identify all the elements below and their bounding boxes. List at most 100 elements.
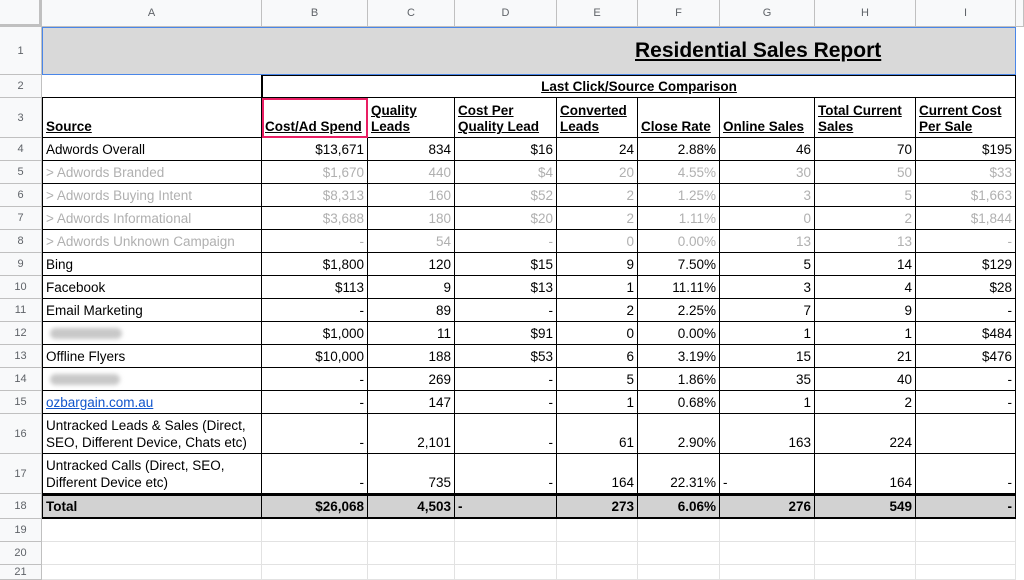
value-cell[interactable]: 2.25% — [638, 299, 720, 322]
value-cell[interactable]: $16 — [455, 138, 557, 161]
value-cell[interactable]: 20 — [557, 161, 638, 184]
column-header-e[interactable]: E — [557, 0, 638, 27]
value-cell[interactable]: 735 — [368, 454, 455, 494]
cell-a2[interactable] — [42, 75, 262, 98]
column-header-f[interactable]: F — [638, 0, 720, 27]
value-cell[interactable]: - — [455, 230, 557, 253]
value-cell[interactable]: 269 — [368, 368, 455, 391]
value-cell[interactable]: 89 — [368, 299, 455, 322]
row-header-9[interactable]: 9 — [0, 253, 42, 276]
row-header-2[interactable]: 2 — [0, 75, 42, 98]
row-header-8[interactable]: 8 — [0, 230, 42, 253]
empty-cell[interactable] — [815, 542, 916, 565]
value-cell[interactable]: 9 — [368, 276, 455, 299]
header-online-sales[interactable]: Online Sales — [720, 98, 815, 138]
empty-cell[interactable] — [720, 542, 815, 565]
source-cell[interactable]: > Adwords Informational — [42, 207, 262, 230]
value-cell[interactable]: - — [262, 230, 368, 253]
value-cell[interactable]: - — [455, 414, 557, 454]
source-cell[interactable]: > Adwords Branded — [42, 161, 262, 184]
value-cell[interactable]: 6 — [557, 345, 638, 368]
source-cell[interactable]: Email Marketing — [42, 299, 262, 322]
value-cell[interactable]: 163 — [720, 414, 815, 454]
empty-cell[interactable] — [720, 565, 815, 580]
row-header-13[interactable]: 13 — [0, 345, 42, 368]
value-cell[interactable]: 13 — [720, 230, 815, 253]
value-cell[interactable]: 22.31% — [638, 454, 720, 494]
value-cell[interactable]: 5 — [720, 253, 815, 276]
source-cell[interactable] — [42, 322, 262, 345]
value-cell[interactable]: 1 — [720, 391, 815, 414]
value-cell[interactable]: 3 — [720, 276, 815, 299]
empty-cell[interactable] — [916, 519, 1016, 542]
value-cell[interactable]: 2 — [815, 207, 916, 230]
value-cell[interactable]: 30 — [720, 161, 815, 184]
source-cell[interactable]: Adwords Overall — [42, 138, 262, 161]
empty-cell[interactable] — [262, 565, 368, 580]
row-header-3[interactable]: 3 — [0, 98, 42, 138]
row-header-11[interactable]: 11 — [0, 299, 42, 322]
value-cell[interactable]: 1.25% — [638, 184, 720, 207]
empty-cell[interactable] — [720, 519, 815, 542]
empty-cell[interactable] — [638, 519, 720, 542]
value-cell[interactable]: - — [262, 299, 368, 322]
row-header-7[interactable]: 7 — [0, 207, 42, 230]
value-cell[interactable]: $1,000 — [262, 322, 368, 345]
value-cell[interactable]: 834 — [368, 138, 455, 161]
value-cell[interactable]: $91 — [455, 322, 557, 345]
value-cell[interactable]: 188 — [368, 345, 455, 368]
value-cell[interactable]: 2 — [557, 207, 638, 230]
value-cell[interactable]: $33 — [916, 161, 1016, 184]
value-cell[interactable]: 15 — [720, 345, 815, 368]
value-cell[interactable]: 2 — [557, 184, 638, 207]
value-cell[interactable]: 2 — [815, 391, 916, 414]
empty-cell[interactable] — [455, 565, 557, 580]
header-current-cost-per-sale[interactable]: Current Cost Per Sale — [916, 98, 1016, 138]
row-header-17[interactable]: 17 — [0, 454, 42, 494]
value-cell[interactable]: 9 — [557, 253, 638, 276]
value-cell[interactable]: 2.90% — [638, 414, 720, 454]
comparison-subtitle[interactable]: Last Click/Source Comparison — [262, 75, 1016, 98]
value-cell[interactable]: $4 — [455, 161, 557, 184]
value-cell[interactable]: 120 — [368, 253, 455, 276]
empty-cell[interactable] — [368, 519, 455, 542]
row-header-19[interactable]: 19 — [0, 519, 42, 542]
row-header-14[interactable]: 14 — [0, 368, 42, 391]
column-header-c[interactable]: C — [368, 0, 455, 27]
row-header-21[interactable]: 21 — [0, 565, 42, 580]
value-cell[interactable]: 0.68% — [638, 391, 720, 414]
value-cell[interactable]: 0 — [557, 322, 638, 345]
empty-cell[interactable] — [815, 519, 916, 542]
value-cell[interactable]: 61 — [557, 414, 638, 454]
value-cell[interactable]: 21 — [815, 345, 916, 368]
value-cell[interactable]: 1 — [815, 322, 916, 345]
value-cell[interactable]: 1 — [720, 322, 815, 345]
value-cell[interactable]: 7 — [720, 299, 815, 322]
empty-cell[interactable] — [557, 565, 638, 580]
value-cell[interactable]: - — [916, 454, 1016, 494]
empty-cell[interactable] — [916, 542, 1016, 565]
value-cell[interactable]: $28 — [916, 276, 1016, 299]
value-cell[interactable]: 13 — [815, 230, 916, 253]
column-header-d[interactable]: D — [455, 0, 557, 27]
row-header-6[interactable]: 6 — [0, 184, 42, 207]
value-cell[interactable]: 2.88% — [638, 138, 720, 161]
value-cell[interactable]: 1 — [557, 391, 638, 414]
value-cell[interactable]: 35 — [720, 368, 815, 391]
source-cell[interactable]: > Adwords Unknown Campaign — [42, 230, 262, 253]
value-cell[interactable]: $484 — [916, 322, 1016, 345]
value-cell[interactable]: - — [455, 299, 557, 322]
value-cell[interactable]: $113 — [262, 276, 368, 299]
value-cell[interactable]: - — [262, 368, 368, 391]
empty-cell[interactable] — [368, 565, 455, 580]
source-cell[interactable]: Untracked Leads & Sales (Direct, SEO, Di… — [42, 414, 262, 454]
value-cell[interactable]: 0 — [720, 207, 815, 230]
value-cell[interactable]: - — [916, 368, 1016, 391]
total-value[interactable]: 276 — [720, 494, 815, 519]
value-cell[interactable]: 164 — [557, 454, 638, 494]
empty-cell[interactable] — [638, 565, 720, 580]
value-cell[interactable]: 1.86% — [638, 368, 720, 391]
value-cell[interactable]: - — [720, 454, 815, 494]
value-cell[interactable]: 1.11% — [638, 207, 720, 230]
total-value[interactable]: - — [916, 494, 1016, 519]
